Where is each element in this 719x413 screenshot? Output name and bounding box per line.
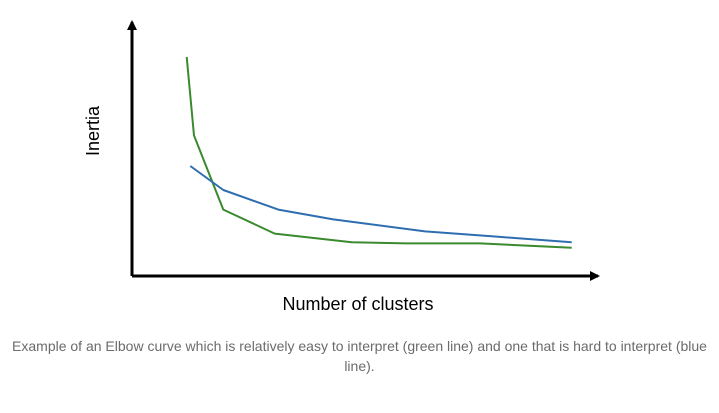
series-line-1: [189, 165, 572, 244]
series-layer: [185, 56, 572, 249]
series-1: [189, 165, 572, 244]
elbow-chart: Number of clusters Inertia: [83, 20, 600, 314]
series-line-0: [185, 56, 572, 249]
y-axis-label: Inertia: [83, 105, 103, 156]
series-0: [185, 56, 572, 249]
figure-caption: Example of an Elbow curve which is relat…: [12, 338, 707, 374]
x-axis-label: Number of clusters: [282, 294, 433, 314]
